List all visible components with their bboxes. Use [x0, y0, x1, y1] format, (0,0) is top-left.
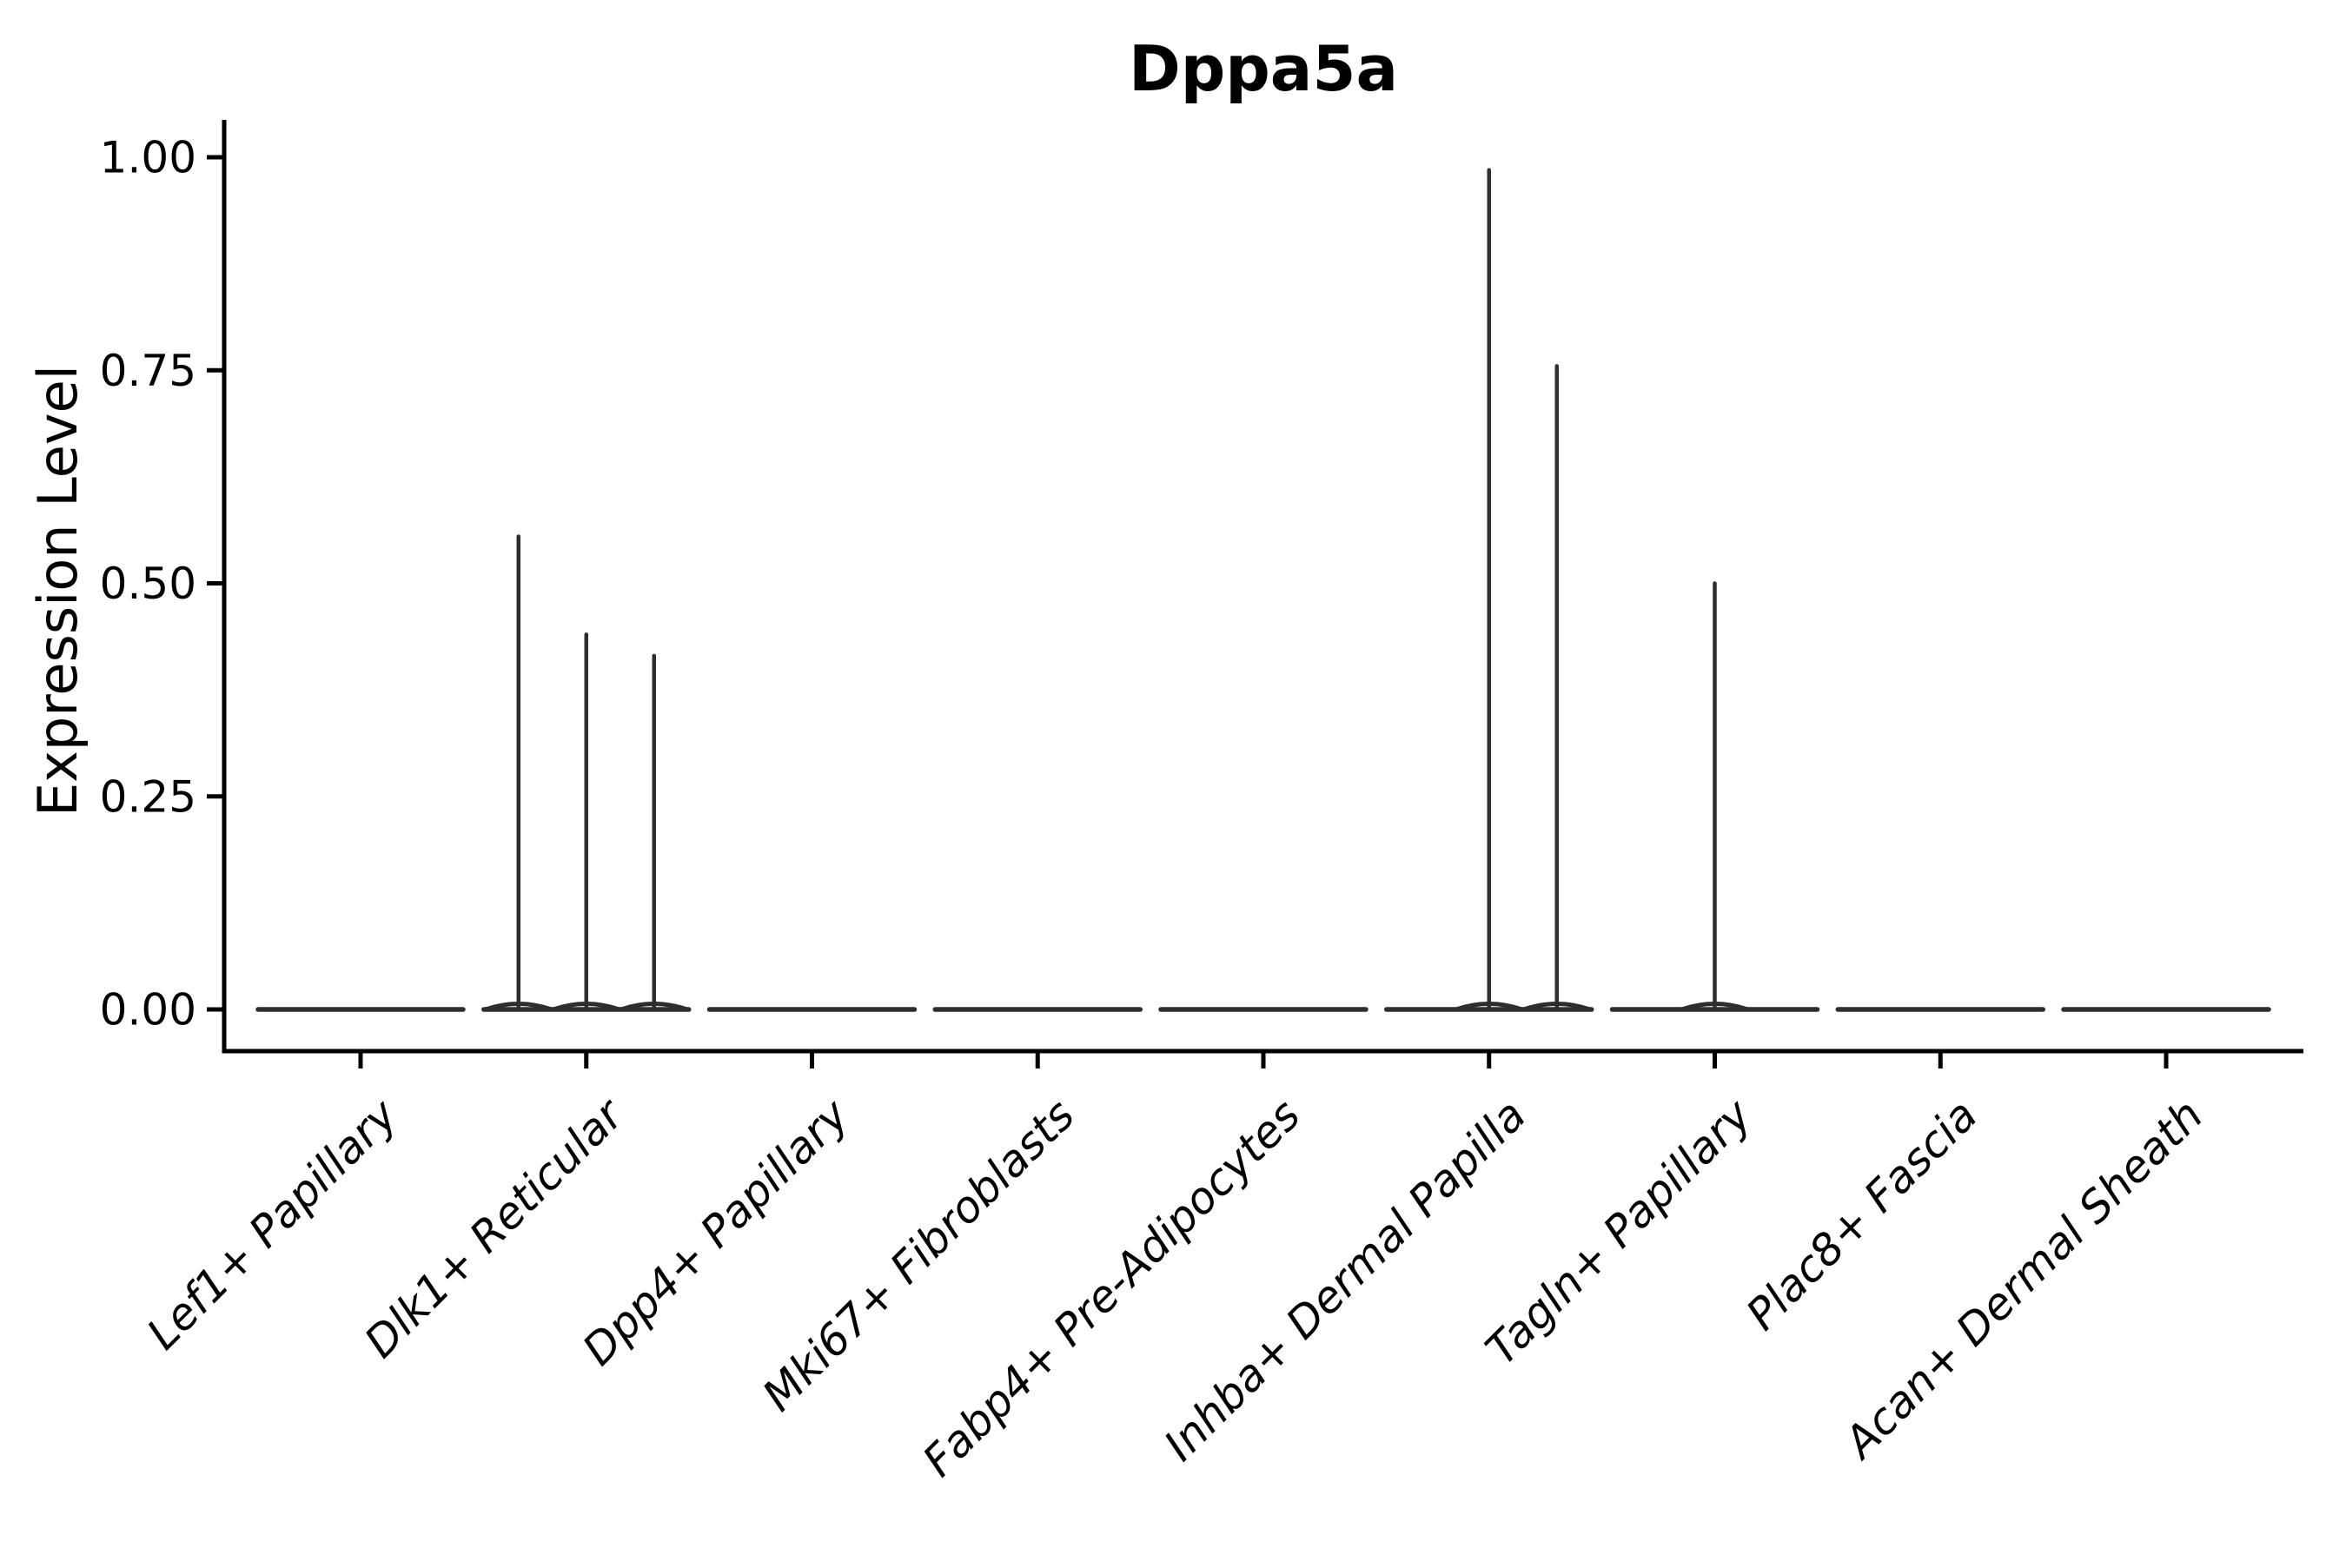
- violins-layer: [255, 168, 2271, 1012]
- y-tick-label-2: 0.50: [100, 559, 196, 609]
- axis-spines: [222, 120, 2303, 1054]
- y-tick-label-1: 0.25: [100, 771, 196, 822]
- x-tick-label-8: Acan+ Dermal Sheath: [1833, 1089, 2213, 1469]
- x-tick-label-4: Fabp4+ Pre-Adipocytes: [913, 1089, 1310, 1486]
- x-tick-label-5: Inhba+ Dermal Papilla: [1155, 1089, 1535, 1470]
- y-axis-label: Expression Level: [26, 365, 89, 817]
- chart-title: Dppa5a: [1129, 32, 1398, 105]
- y-tick-label-0: 0.00: [100, 985, 196, 1035]
- y-tick-label-3: 0.75: [100, 346, 196, 396]
- x-tick-label-7: Plac8+ Fascia: [1737, 1089, 1987, 1340]
- y-tick-label-4: 1.00: [100, 133, 196, 183]
